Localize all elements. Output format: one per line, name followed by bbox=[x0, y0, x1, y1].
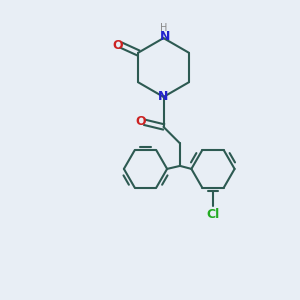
Text: O: O bbox=[136, 115, 146, 128]
Text: O: O bbox=[112, 39, 123, 52]
Text: H: H bbox=[160, 23, 167, 33]
Text: N: N bbox=[158, 90, 169, 104]
Text: N: N bbox=[160, 30, 170, 43]
Text: Cl: Cl bbox=[206, 208, 220, 221]
